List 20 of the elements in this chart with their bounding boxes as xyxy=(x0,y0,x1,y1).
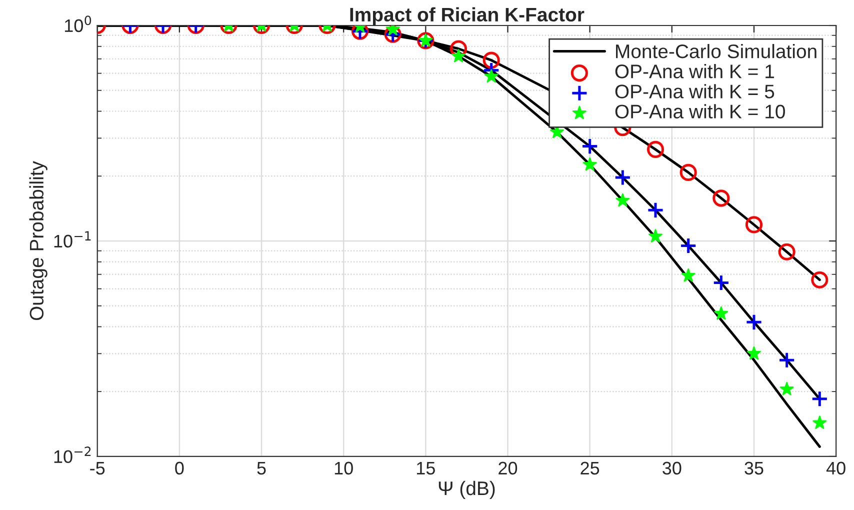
legend-label: OP-Ana with K = 5 xyxy=(615,84,774,98)
legend-label: Monte-Carlo Simulation xyxy=(616,44,816,58)
x-tick-label: -5 xyxy=(90,462,105,475)
x-axis-title: Ψ (dB) xyxy=(438,480,495,500)
chart-title: Impact of Rician K-Factor xyxy=(350,7,584,26)
x-tick-label: 15 xyxy=(417,462,435,475)
y-tick-label: 10$^{−2}$ xyxy=(54,446,91,464)
x-tick-label: 30 xyxy=(662,462,682,475)
y-tick-label: 10$^{−1}$ xyxy=(54,231,91,248)
x-tick-label: 10 xyxy=(334,462,353,475)
x-tick-label: 40 xyxy=(826,462,846,475)
x-tick-label: 20 xyxy=(498,462,518,475)
legend-label: OP-Ana with K = 10 xyxy=(615,104,785,118)
x-tick-label: 5 xyxy=(257,462,266,475)
x-tick-label: 25 xyxy=(580,462,600,475)
y-tick-label: 10$^{0}$ xyxy=(64,16,92,32)
x-tick-label: 35 xyxy=(744,462,764,475)
legend-label: OP-Ana with K = 1 xyxy=(615,64,774,78)
x-tick-label: 0 xyxy=(175,462,184,475)
y-axis-title: Outage Probability xyxy=(29,161,48,320)
